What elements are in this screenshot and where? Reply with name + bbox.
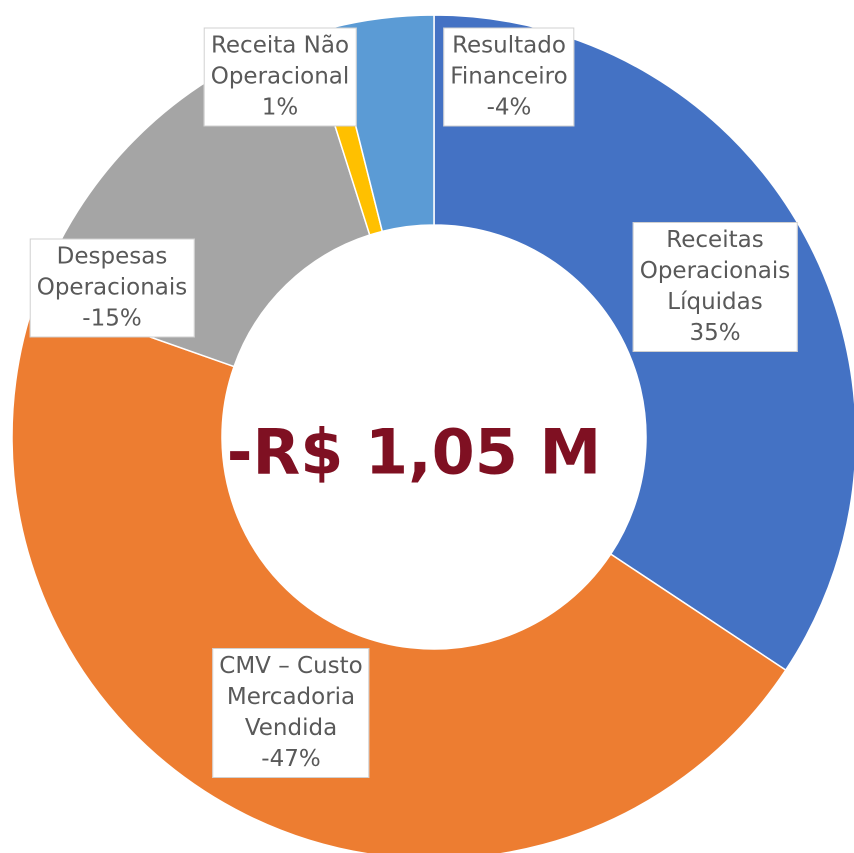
label-value: -4% bbox=[486, 94, 532, 121]
data-label: Resultado Financeiro -4% bbox=[443, 27, 575, 127]
label-name: Receita Não Operacional bbox=[210, 32, 350, 90]
label-value: 35% bbox=[689, 320, 741, 346]
label-name: Resultado Financeiro bbox=[450, 32, 568, 90]
slice bbox=[330, 14, 435, 233]
data-label: Receitas Operacionais Líquidas 35% bbox=[632, 222, 798, 352]
data-label: CMV – Custo Mercadoria Vendida -47% bbox=[212, 648, 370, 778]
label-name: Despesas Operacionais bbox=[36, 243, 188, 301]
label-value: -15% bbox=[82, 305, 142, 332]
label-value: -47% bbox=[261, 746, 321, 772]
slice bbox=[11, 295, 787, 853]
data-label: Despesas Operacionais -15% bbox=[29, 238, 195, 338]
label-name: CMV – Custo Mercadoria Vendida bbox=[219, 653, 363, 741]
center-label: -R$ 1,05 M bbox=[226, 415, 602, 489]
data-label: Receita Não Operacional 1% bbox=[203, 27, 357, 127]
label-value: 1% bbox=[261, 94, 299, 121]
label-name: Receitas Operacionais Líquidas bbox=[639, 227, 791, 315]
